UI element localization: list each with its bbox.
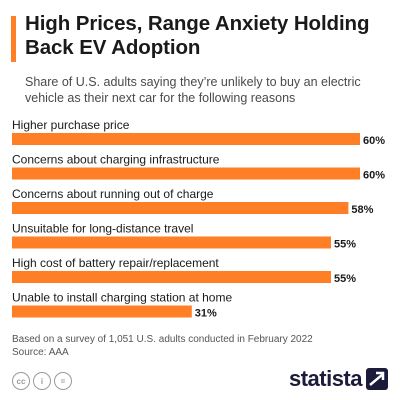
- category-label: Concerns about running out of charge: [12, 187, 214, 201]
- value-label: 55%: [334, 273, 356, 285]
- title-accent-bar: [11, 16, 16, 62]
- category-label: Concerns about charging infrastructure: [12, 153, 220, 167]
- license-icons: cc i =: [12, 372, 72, 390]
- category-label: Unable to install charging station at ho…: [12, 291, 232, 305]
- category-label: Unsuitable for long-distance travel: [12, 222, 193, 236]
- brand-wordmark: statista: [288, 366, 363, 391]
- category-label: High cost of battery repair/replacement: [12, 256, 219, 270]
- value-label: 55%: [334, 239, 356, 251]
- bar[interactable]: [12, 202, 349, 214]
- value-label: 60%: [363, 135, 385, 147]
- survey-note: Based on a survey of 1,051 U.S. adults c…: [12, 334, 313, 345]
- bar[interactable]: [12, 305, 192, 318]
- cc-icon[interactable]: cc: [12, 372, 30, 390]
- chart-title: High Prices, Range Anxiety Holding Back …: [25, 12, 370, 59]
- no-derivatives-icon[interactable]: =: [54, 372, 72, 390]
- value-label: 58%: [351, 204, 373, 216]
- bar[interactable]: [12, 271, 331, 283]
- value-label: 60%: [363, 170, 385, 182]
- source-note: Source: AAA: [12, 347, 69, 358]
- bar[interactable]: [12, 133, 360, 145]
- value-label: 31%: [195, 308, 217, 320]
- bar[interactable]: [12, 236, 331, 249]
- statista-logo[interactable]: statista: [289, 366, 388, 392]
- bar[interactable]: [12, 167, 360, 180]
- attribution-icon[interactable]: i: [33, 372, 51, 390]
- chart-subtitle: Share of U.S. adults saying they’re unli…: [25, 75, 361, 105]
- category-label: Higher purchase price: [12, 118, 130, 132]
- statista-arrow-icon: [366, 368, 388, 390]
